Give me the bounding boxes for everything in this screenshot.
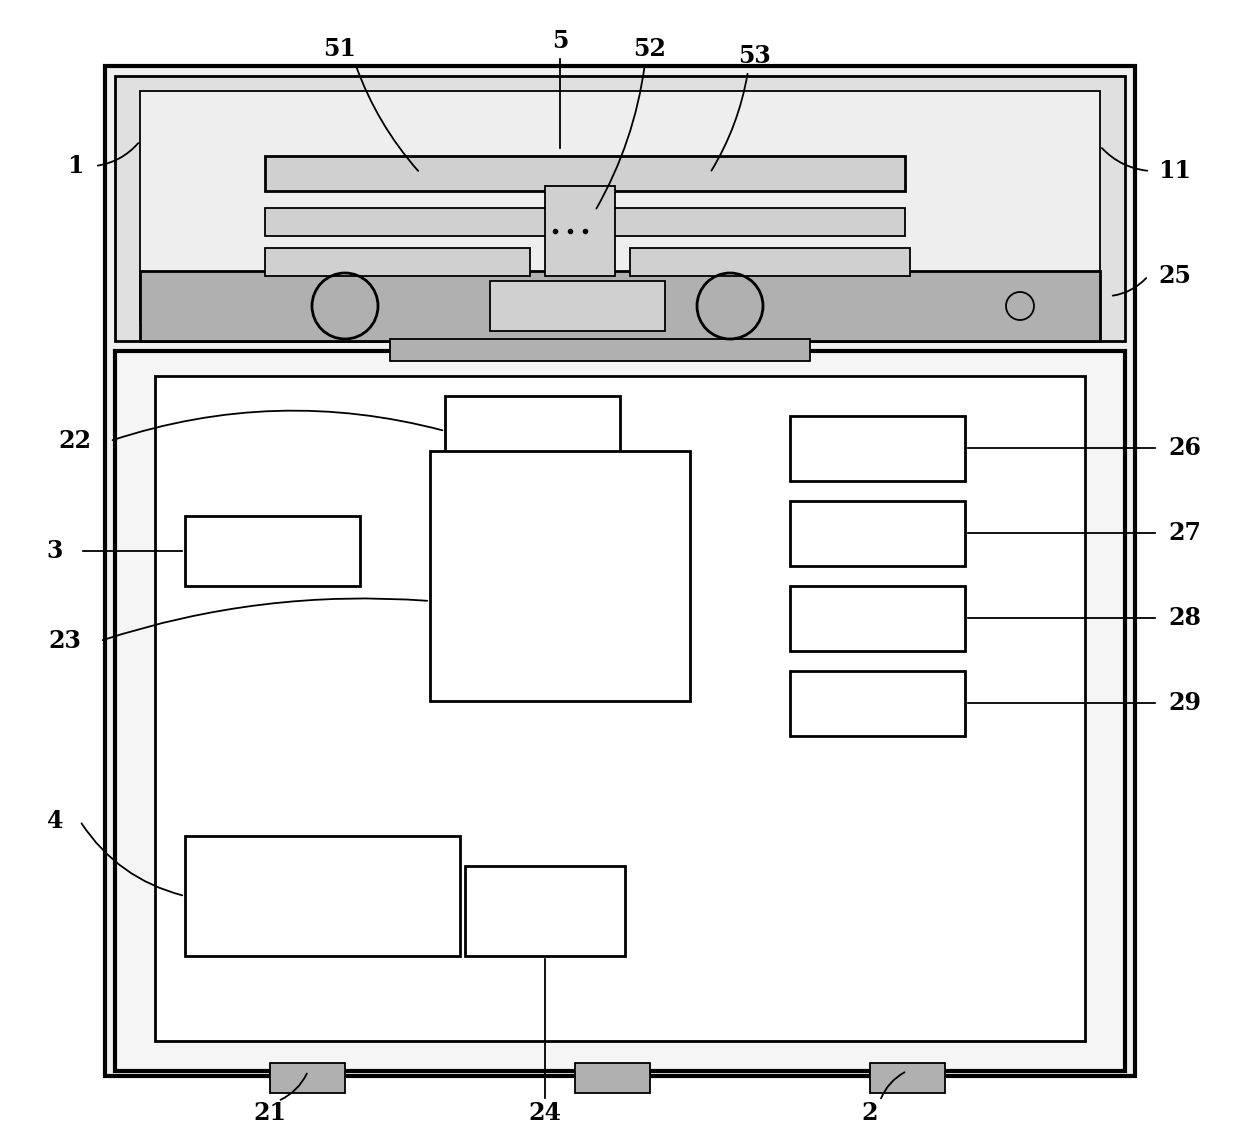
- Bar: [630, 248, 910, 276]
- Bar: [790, 671, 965, 736]
- Bar: [115, 76, 1125, 342]
- Bar: [140, 90, 1100, 321]
- Text: 29: 29: [1168, 691, 1202, 715]
- Text: 1: 1: [67, 154, 83, 178]
- Bar: [391, 339, 810, 361]
- Bar: [790, 586, 965, 651]
- Text: 5: 5: [552, 29, 568, 53]
- Text: 51: 51: [324, 37, 356, 61]
- Bar: [265, 208, 905, 236]
- Text: 4: 4: [47, 809, 63, 834]
- Bar: [185, 836, 460, 956]
- Bar: [790, 416, 965, 481]
- Text: 25: 25: [1158, 264, 1192, 288]
- Text: 27: 27: [1168, 521, 1202, 545]
- Text: 23: 23: [48, 629, 82, 653]
- Text: 11: 11: [1158, 159, 1192, 183]
- Text: 52: 52: [634, 37, 666, 61]
- Bar: [546, 185, 615, 276]
- Bar: [445, 396, 620, 466]
- Text: 24: 24: [528, 1100, 562, 1125]
- Bar: [140, 271, 1100, 342]
- Bar: [790, 501, 965, 566]
- Bar: [430, 451, 689, 701]
- Bar: [115, 351, 1125, 1071]
- Bar: [870, 1063, 945, 1093]
- Bar: [575, 1063, 650, 1093]
- Text: 22: 22: [58, 429, 92, 454]
- Bar: [265, 156, 905, 191]
- Text: 2: 2: [862, 1100, 878, 1125]
- Bar: [465, 866, 625, 956]
- Bar: [105, 66, 1135, 1076]
- Bar: [155, 375, 1085, 1041]
- Text: 21: 21: [253, 1100, 286, 1125]
- Bar: [185, 516, 360, 586]
- Bar: [490, 280, 665, 331]
- Bar: [265, 248, 529, 276]
- Bar: [270, 1063, 345, 1093]
- Text: 3: 3: [47, 539, 63, 563]
- Text: 53: 53: [739, 44, 771, 68]
- Text: 26: 26: [1168, 435, 1202, 460]
- Text: 28: 28: [1168, 606, 1202, 630]
